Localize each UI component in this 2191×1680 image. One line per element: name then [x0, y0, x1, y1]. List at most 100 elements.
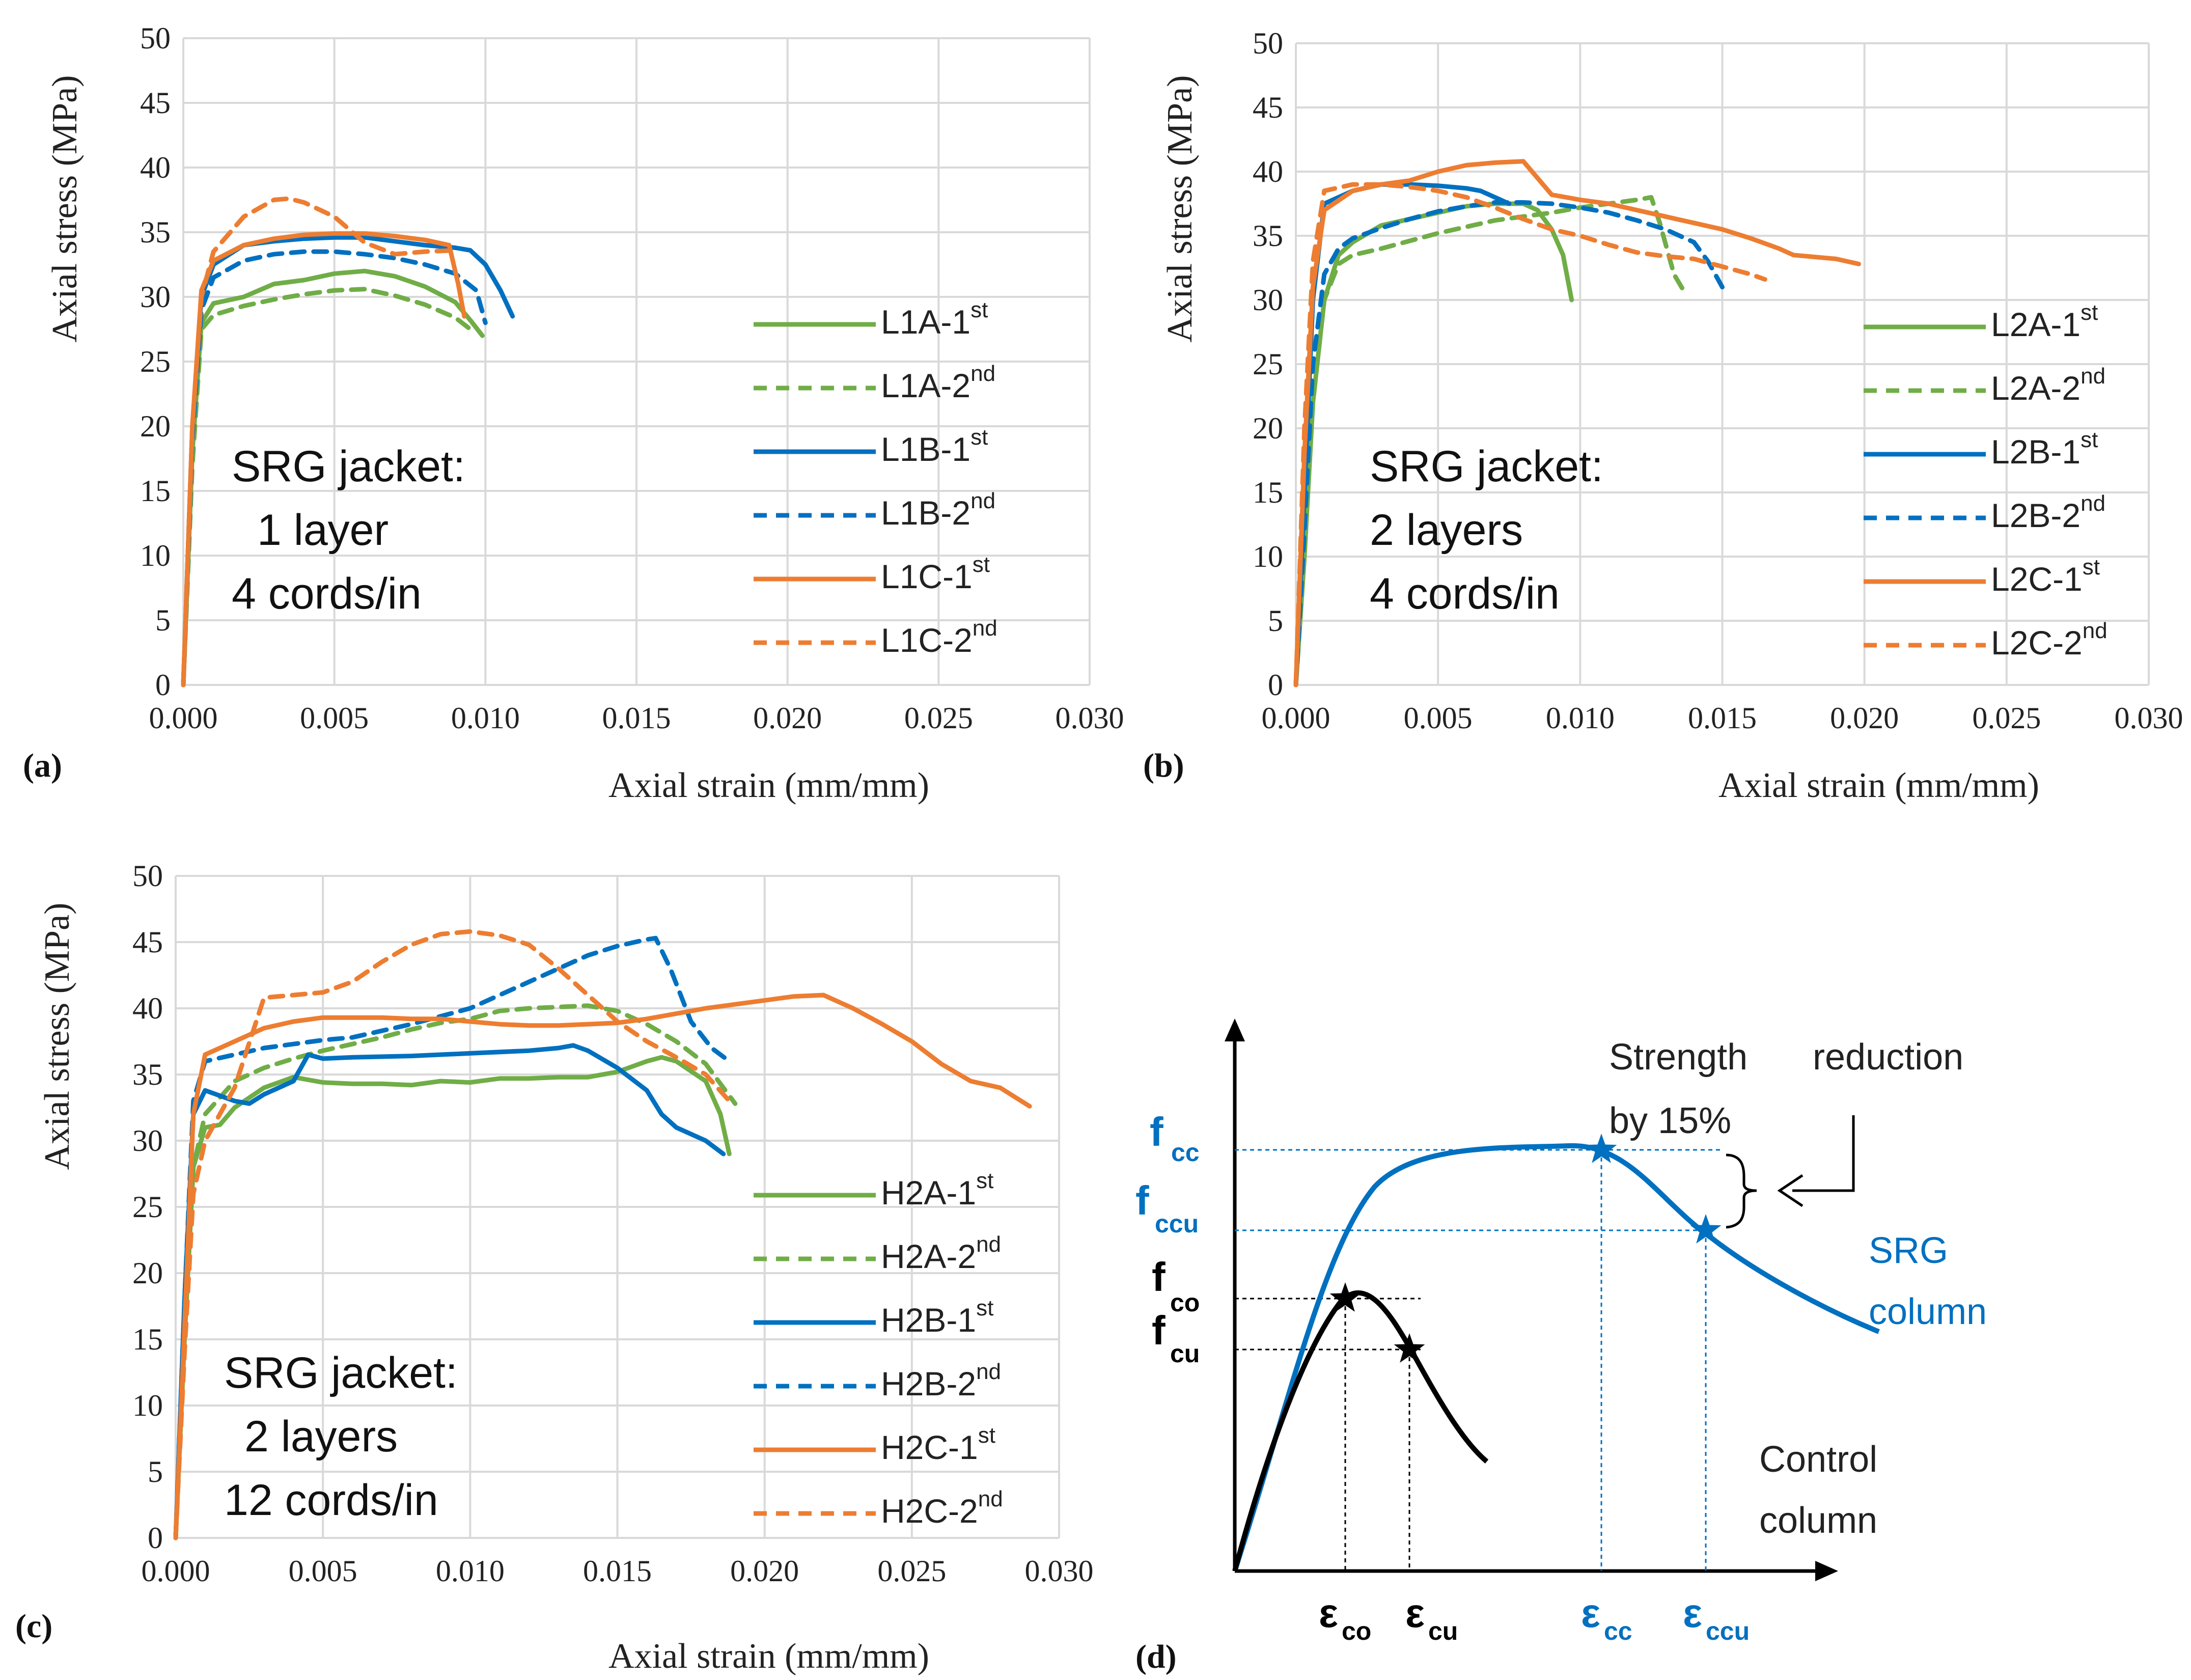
x-tick-label: 0.000 — [142, 1554, 210, 1588]
fcc-label: f cc — [1150, 1109, 1200, 1167]
y-axis-label: Axial stress (MPa) — [1160, 75, 1200, 343]
x-tick-label: 0.015 — [602, 701, 671, 735]
x-axis-label: Axial strain (mm/mm) — [608, 766, 929, 805]
y-tick-label: 45 — [1253, 91, 1283, 124]
eco-label: ε co — [1319, 1590, 1371, 1645]
x-tick-label: 0.000 — [149, 701, 218, 735]
y-tick-label: 30 — [140, 280, 171, 314]
strength-reduction-label-b: reduction — [1813, 1037, 1963, 1078]
legend-label: H2A-1st — [881, 1168, 993, 1211]
svg-text:ε: ε — [1581, 1590, 1600, 1636]
schematic-x-arrow — [1815, 1561, 1838, 1581]
y-tick-label: 45 — [140, 86, 171, 120]
schematic-guides-blue — [1235, 1149, 1721, 1571]
y-tick-label: 10 — [1253, 540, 1283, 573]
jacket-note-line: SRG jacket: — [1370, 442, 1603, 491]
svg-text:cc: cc — [1604, 1617, 1632, 1645]
ecc-label: ε cc — [1581, 1590, 1632, 1645]
y-tick-label: 30 — [1253, 283, 1283, 317]
series-line-h2c-2 — [173, 929, 732, 1540]
chart-panel-b: 0.000 0.005 0.010 0.015 0.020 0.025 0.030 0 5 10 1… — [1143, 26, 2183, 805]
chart-panel-c: 0.000 0.005 0.010 0.015 0.020 0.025 0.030 0 5 10 1… — [15, 859, 1094, 1676]
svg-text:ccu: ccu — [1155, 1209, 1199, 1238]
fcc-star — [1586, 1134, 1617, 1163]
fcu-label: f cu — [1152, 1308, 1200, 1368]
legend-label: L2B-1st — [1991, 427, 2098, 471]
srg-column-curve — [1232, 1143, 1880, 1572]
y-tick-label: 45 — [132, 925, 163, 959]
svg-text:f: f — [1152, 1308, 1166, 1353]
y-tick-label: 15 — [140, 474, 171, 508]
jacket-note-line: 12 cords/in — [224, 1476, 438, 1525]
y-tick-label: 15 — [1253, 476, 1283, 509]
y-tick-label: 0 — [148, 1521, 163, 1555]
y-tick-label: 35 — [132, 1058, 163, 1091]
fco-star — [1329, 1282, 1361, 1312]
series-line-h2c-1 — [173, 993, 1032, 1540]
x-tick-label: 0.025 — [877, 1554, 946, 1588]
legend-label: H2B-1st — [881, 1296, 993, 1339]
y-tick-label: 35 — [1253, 219, 1283, 253]
x-tick-label: 0.020 — [753, 701, 822, 735]
y-tick-label: 25 — [140, 345, 171, 378]
y-tick-label: 5 — [1268, 604, 1283, 638]
x-tick-label: 0.015 — [583, 1554, 652, 1588]
legend-label: L2A-2nd — [1991, 364, 2105, 407]
y-tick-label: 50 — [1253, 26, 1283, 60]
legend-label: H2B-2nd — [881, 1359, 1001, 1402]
y-tick-label: 0 — [155, 668, 171, 702]
x-tick-label: 0.005 — [300, 701, 369, 735]
svg-text:co: co — [1342, 1617, 1371, 1645]
x-tick-label: 0.010 — [1546, 701, 1615, 735]
series-line-l2c-2 — [1293, 182, 1767, 687]
strength-reduction-label-a: Strength — [1609, 1037, 1748, 1078]
x-tick-label: 0.010 — [451, 701, 520, 735]
series-line-l1a-2 — [181, 287, 473, 687]
schematic-panel-d: Strength reduction by 15% f cc f ccu f c… — [1135, 1018, 1987, 1675]
series-line-h2b-1 — [173, 1043, 726, 1540]
legend-label: L1A-2nd — [881, 361, 995, 404]
x-tick-label: 0.030 — [1056, 701, 1124, 735]
legend-label: H2C-1st — [881, 1423, 995, 1466]
y-tick-label: 20 — [140, 409, 171, 443]
legend-label: L2C-2nd — [1991, 618, 2107, 662]
y-tick-label: 10 — [132, 1389, 163, 1422]
y-tick-label: 50 — [140, 21, 171, 55]
jacket-note-line: SRG jacket: — [224, 1348, 458, 1397]
ecu-label: ε cu — [1405, 1590, 1458, 1645]
series-line-l1c-1 — [181, 231, 467, 687]
svg-text:f: f — [1135, 1178, 1149, 1223]
reduction-arrow-head — [1777, 1174, 1804, 1207]
fcu-star — [1394, 1333, 1425, 1363]
y-axis-label: Axial stress (MPa) — [38, 903, 77, 1170]
y-tick-label: 0 — [1268, 668, 1283, 702]
x-tick-label: 0.000 — [1262, 701, 1330, 735]
control-column-label-1: Control — [1759, 1439, 1877, 1480]
control-column-label-2: column — [1759, 1500, 1877, 1541]
y-tick-label: 35 — [140, 215, 171, 249]
series-line-l1c-2 — [181, 196, 458, 687]
panel-label: (c) — [15, 1608, 52, 1645]
jacket-note-line: 2 layers — [244, 1412, 398, 1461]
jacket-note-line: 4 cords/in — [1370, 569, 1560, 618]
svg-text:ε: ε — [1405, 1590, 1425, 1636]
srg-column-label-1: SRG — [1869, 1230, 1948, 1271]
svg-text:f: f — [1152, 1254, 1166, 1300]
x-axis-label: Axial strain (mm/mm) — [1718, 766, 2039, 805]
svg-text:cu: cu — [1170, 1339, 1200, 1368]
legend-label: L2A-1st — [1991, 300, 2098, 343]
y-tick-label: 50 — [132, 859, 163, 893]
control-column-curve — [1232, 1290, 1489, 1572]
jacket-note-line: 4 cords/in — [232, 569, 422, 618]
x-tick-label: 0.020 — [730, 1554, 799, 1588]
series-line-l2c-1 — [1293, 159, 1861, 687]
svg-text:co: co — [1170, 1288, 1200, 1317]
y-tick-label: 25 — [1253, 347, 1283, 381]
svg-text:ccu: ccu — [1706, 1617, 1750, 1645]
legend-label: L2C-1st — [1991, 555, 2100, 598]
y-tick-label: 40 — [140, 151, 171, 184]
legend-label: L1C-1st — [881, 552, 990, 595]
y-tick-label: 10 — [140, 539, 171, 572]
legend-label: L1B-1st — [881, 425, 988, 468]
legend-label: L1B-2nd — [881, 488, 995, 532]
